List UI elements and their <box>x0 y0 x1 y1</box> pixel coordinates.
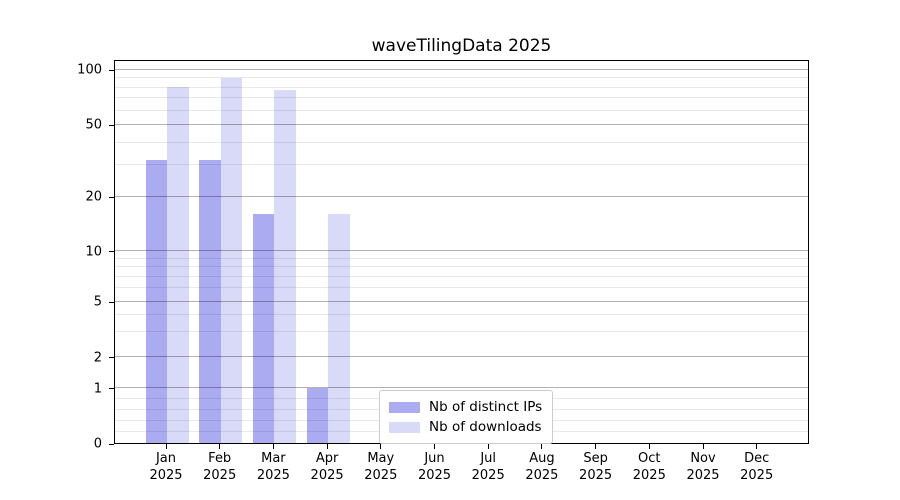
x-tick-label-feb: Feb 2025 <box>188 451 252 484</box>
y-tick-label: 100 <box>77 62 102 78</box>
bars-layer <box>115 61 808 443</box>
bar-ips-feb <box>199 159 221 443</box>
x-tick-label-oct: Oct 2025 <box>617 451 681 484</box>
legend-entry-downloads: Nb of downloads <box>389 417 542 437</box>
x-tick-label-sep: Sep 2025 <box>564 451 628 484</box>
y-tick-label: 50 <box>85 117 102 133</box>
legend: Nb of distinct IPs Nb of downloads <box>379 390 554 444</box>
month-label: Jan <box>155 451 177 466</box>
x-tick-mark <box>487 444 489 449</box>
legend-label: Nb of downloads <box>429 419 542 435</box>
y-tick-mark <box>109 443 114 445</box>
y-tick-label: 20 <box>85 189 102 205</box>
month-label: Oct <box>638 451 661 466</box>
y-tick-mark <box>109 69 114 71</box>
x-tick-label-mar: Mar 2025 <box>241 451 305 484</box>
x-tick-mark <box>326 444 328 449</box>
year-label: 2025 <box>525 467 559 483</box>
month-label: Jul <box>480 451 497 466</box>
x-tick-label-nov: Nov 2025 <box>671 451 735 484</box>
month-label: Mar <box>261 451 286 466</box>
y-tick-mark <box>109 388 114 389</box>
year-label: 2025 <box>203 467 237 483</box>
x-tick-mark <box>541 444 543 449</box>
legend-entry-distinct-ips: Nb of distinct IPs <box>389 397 542 417</box>
month-label: Aug <box>529 451 555 466</box>
x-tick-mark <box>219 444 221 449</box>
x-tick-mark <box>595 444 597 449</box>
x-tick-label-jul: Jul 2025 <box>456 451 520 484</box>
bar-downloads-apr <box>328 213 350 443</box>
year-label: 2025 <box>579 467 613 483</box>
y-tick-label: 5 <box>93 294 102 310</box>
bar-ips-apr <box>306 387 329 443</box>
x-tick-label-dec: Dec 2025 <box>725 451 789 484</box>
y-tick-label: 1 <box>93 381 102 396</box>
x-tick-label-aug: Aug 2025 <box>510 451 574 484</box>
bar-downloads-jan <box>167 87 189 443</box>
x-tick-mark <box>702 444 704 449</box>
month-label: Apr <box>315 451 339 466</box>
y-tick-mark <box>109 251 114 252</box>
x-tick-label-jun: Jun 2025 <box>403 451 467 484</box>
y-tick-label: 2 <box>93 350 102 365</box>
month-label: Jun <box>424 451 445 466</box>
bar-downloads-feb <box>220 77 243 443</box>
legend-label: Nb of distinct IPs <box>429 399 543 415</box>
year-label: 2025 <box>471 467 505 483</box>
legend-swatch <box>389 401 420 413</box>
x-tick-label-jan: Jan 2025 <box>134 451 198 484</box>
x-tick-label-may: May 2025 <box>349 451 413 484</box>
year-label: 2025 <box>364 467 398 483</box>
y-tick-mark <box>109 357 114 358</box>
year-label: 2025 <box>632 467 666 483</box>
y-tick-label: 10 <box>85 244 102 259</box>
x-tick-mark <box>272 444 274 449</box>
bar-ips-jan <box>145 159 167 443</box>
month-label: Nov <box>690 451 716 466</box>
bar-downloads-mar <box>274 90 296 443</box>
year-label: 2025 <box>740 467 774 483</box>
year-label: 2025 <box>417 467 452 483</box>
y-tick-mark <box>109 196 114 198</box>
y-tick-label: 0 <box>93 436 102 452</box>
x-tick-label-apr: Apr 2025 <box>295 451 359 484</box>
legend-swatch <box>389 421 420 433</box>
x-tick-mark <box>380 444 382 449</box>
bar-ips-mar <box>252 213 275 443</box>
month-label: May <box>367 451 395 466</box>
year-label: 2025 <box>310 467 344 483</box>
y-tick-mark <box>109 301 114 303</box>
year-label: 2025 <box>256 467 290 483</box>
y-tick-mark <box>109 124 114 126</box>
x-tick-mark <box>434 444 435 449</box>
plot-area: Nb of distinct IPs Nb of downloads <box>114 60 809 444</box>
x-tick-mark <box>165 444 167 449</box>
month-label: Sep <box>583 451 608 466</box>
x-tick-mark <box>648 444 650 449</box>
year-label: 2025 <box>149 467 183 483</box>
year-label: 2025 <box>686 467 720 483</box>
chart-title: waveTilingData 2025 <box>371 36 552 56</box>
x-tick-mark <box>756 444 758 449</box>
month-label: Dec <box>744 451 770 466</box>
month-label: Feb <box>208 451 232 466</box>
